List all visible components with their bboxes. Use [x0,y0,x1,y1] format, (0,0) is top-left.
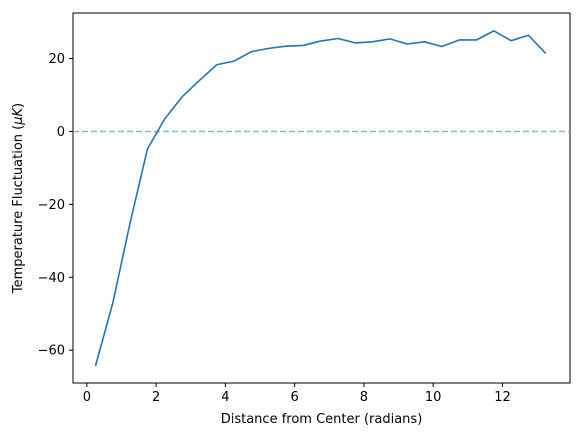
x-tick-label: 4 [221,390,229,405]
x-tick-label: 2 [152,390,160,405]
y-tick-label: 20 [48,52,65,67]
y-axis-label: Temperature Fluctuation (μK) [11,103,26,294]
x-axis-ticks: 0 2 4 6 8 10 12 [83,383,511,405]
x-tick-label: 0 [83,390,91,405]
y-tick-label: −40 [38,271,65,286]
y-axis-label-suffix: ) [11,103,26,108]
y-tick-label: −20 [38,198,65,213]
y-axis-label-prefix: Temperature Fluctuation ( [11,125,26,294]
plot-frame [72,12,571,384]
y-axis-label-unit: μK [11,106,26,125]
x-tick-label: 12 [494,390,511,405]
plot-border [72,12,571,384]
series-line [94,30,547,367]
y-tick-label: 0 [57,125,65,140]
x-tick-label: 6 [291,390,299,405]
x-axis-label: Distance from Center (radians) [221,412,423,427]
x-tick-label: 8 [360,390,368,405]
y-axis-ticks: −60 −40 −20 0 20 [38,52,73,359]
y-tick-label: −60 [38,344,65,359]
x-tick-label: 10 [425,390,442,405]
